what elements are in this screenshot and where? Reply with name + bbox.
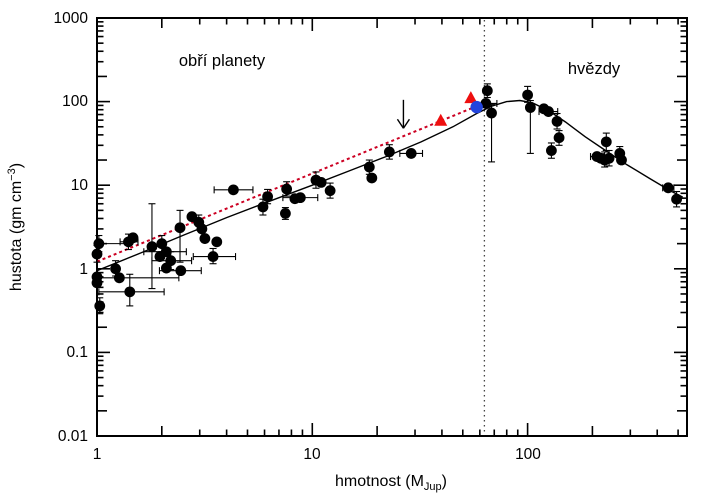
x-axis-title: hmotnost (MJup) — [335, 473, 447, 493]
y-tick-label-0-1: 0.1 — [66, 344, 88, 361]
down-arrow — [396, 99, 411, 129]
plot-content-layer — [91, 17, 687, 437]
region-label-giant-planets: obří planety — [179, 52, 266, 70]
series-blue-highlight-point — [470, 100, 483, 114]
y-tick-label-100: 100 — [62, 93, 88, 110]
series-model-curve-solid-black — [96, 99, 684, 272]
y-tick-label-10: 10 — [71, 177, 89, 194]
series-measured-objects-black — [91, 83, 682, 315]
x-tick-label-100: 100 — [515, 446, 541, 463]
y-tick-label-1: 1 — [79, 261, 88, 278]
y-tick-label-1000: 1000 — [54, 10, 89, 27]
series-red-triangles — [434, 91, 478, 126]
y-axis-title: hustota (gm cm−3) — [6, 163, 25, 291]
axis-ticks — [96, 17, 687, 437]
plot-frame — [96, 17, 688, 437]
y-tick-label-0-01: 0.01 — [58, 428, 88, 445]
region-label-stars: hvězdy — [568, 60, 621, 78]
x-tick-label-10: 10 — [303, 446, 321, 463]
x-tick-label-1: 1 — [93, 446, 102, 463]
